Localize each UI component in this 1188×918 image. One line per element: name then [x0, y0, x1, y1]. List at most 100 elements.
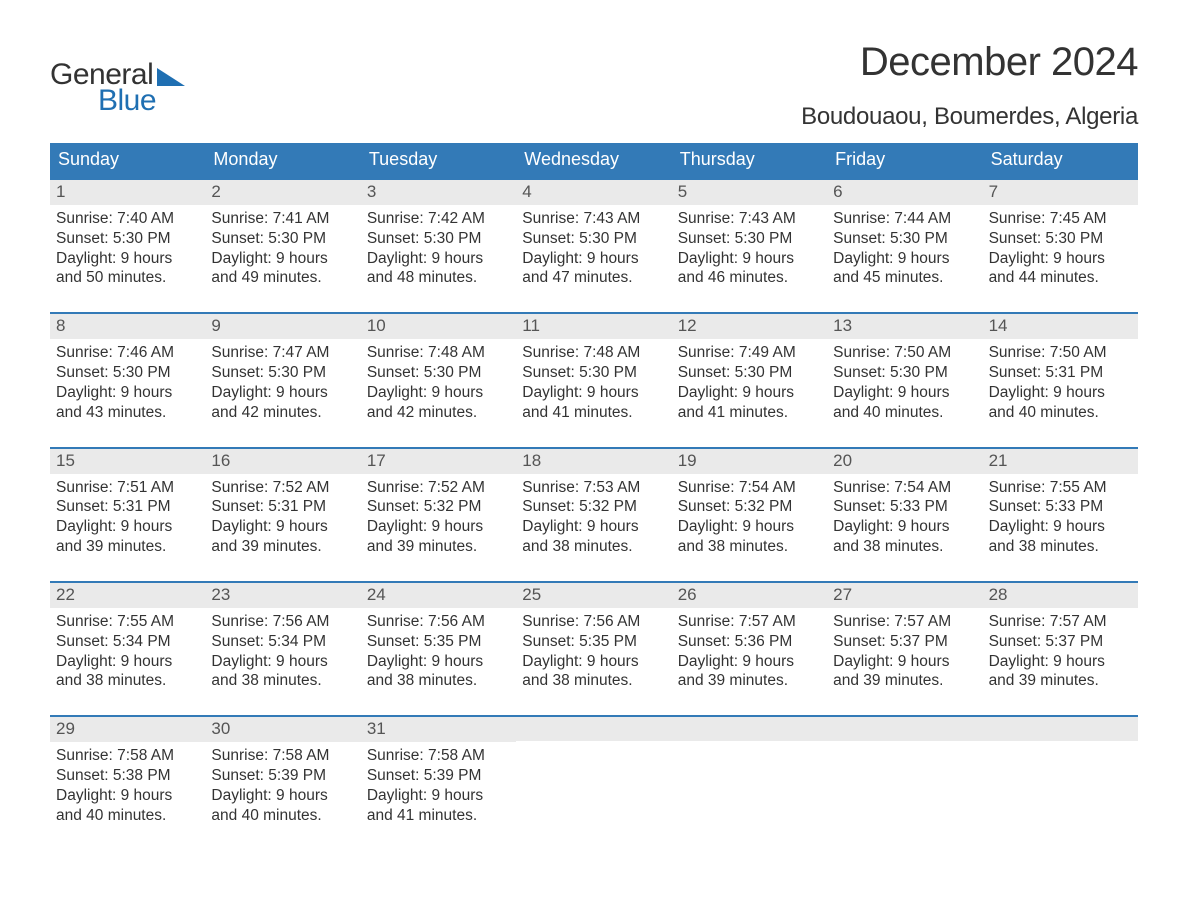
day-details: Sunrise: 7:55 AMSunset: 5:34 PMDaylight:… [50, 608, 205, 697]
daylight-line-1: Daylight: 9 hours [989, 517, 1132, 537]
sunset-line: Sunset: 5:30 PM [367, 229, 510, 249]
daylight-line-1: Daylight: 9 hours [522, 383, 665, 403]
calendar-day-cell: 7Sunrise: 7:45 AMSunset: 5:30 PMDaylight… [983, 180, 1138, 294]
day-number: 3 [361, 180, 516, 205]
day-details: Sunrise: 7:45 AMSunset: 5:30 PMDaylight:… [983, 205, 1138, 294]
day-number: 12 [672, 314, 827, 339]
sunrise-line: Sunrise: 7:42 AM [367, 209, 510, 229]
sunrise-line: Sunrise: 7:49 AM [678, 343, 821, 363]
day-details: Sunrise: 7:43 AMSunset: 5:30 PMDaylight:… [672, 205, 827, 294]
daylight-line-2: and 39 minutes. [367, 537, 510, 557]
daylight-line-1: Daylight: 9 hours [56, 383, 199, 403]
sunrise-line: Sunrise: 7:43 AM [522, 209, 665, 229]
calendar-day-cell [516, 717, 671, 831]
daylight-line-1: Daylight: 9 hours [211, 517, 354, 537]
daylight-line-2: and 42 minutes. [211, 403, 354, 423]
day-number: 7 [983, 180, 1138, 205]
sunset-line: Sunset: 5:31 PM [989, 363, 1132, 383]
daylight-line-2: and 39 minutes. [56, 537, 199, 557]
day-number-empty [983, 717, 1138, 741]
header: General Blue December 2024 Boudouaou, Bo… [50, 40, 1138, 131]
daylight-line-1: Daylight: 9 hours [989, 383, 1132, 403]
daylight-line-1: Daylight: 9 hours [56, 249, 199, 269]
daylight-line-1: Daylight: 9 hours [833, 249, 976, 269]
calendar-day-cell: 5Sunrise: 7:43 AMSunset: 5:30 PMDaylight… [672, 180, 827, 294]
calendar-day-cell: 8Sunrise: 7:46 AMSunset: 5:30 PMDaylight… [50, 314, 205, 428]
sunset-line: Sunset: 5:30 PM [211, 363, 354, 383]
calendar-week: 29Sunrise: 7:58 AMSunset: 5:38 PMDayligh… [50, 715, 1138, 831]
calendar: Sunday Monday Tuesday Wednesday Thursday… [50, 143, 1138, 832]
title-block: December 2024 Boudouaou, Boumerdes, Alge… [801, 40, 1138, 131]
daylight-line-1: Daylight: 9 hours [367, 249, 510, 269]
day-number: 13 [827, 314, 982, 339]
calendar-day-cell: 19Sunrise: 7:54 AMSunset: 5:32 PMDayligh… [672, 449, 827, 563]
sunset-line: Sunset: 5:30 PM [678, 229, 821, 249]
day-details: Sunrise: 7:56 AMSunset: 5:35 PMDaylight:… [516, 608, 671, 697]
daylight-line-2: and 47 minutes. [522, 268, 665, 288]
sunrise-line: Sunrise: 7:57 AM [678, 612, 821, 632]
day-details: Sunrise: 7:58 AMSunset: 5:39 PMDaylight:… [205, 742, 360, 831]
day-number: 17 [361, 449, 516, 474]
day-number: 30 [205, 717, 360, 742]
day-number: 25 [516, 583, 671, 608]
sunrise-line: Sunrise: 7:57 AM [833, 612, 976, 632]
daylight-line-1: Daylight: 9 hours [211, 786, 354, 806]
day-details: Sunrise: 7:56 AMSunset: 5:34 PMDaylight:… [205, 608, 360, 697]
day-details: Sunrise: 7:55 AMSunset: 5:33 PMDaylight:… [983, 474, 1138, 563]
day-number-empty [827, 717, 982, 741]
weekday-header: Thursday [672, 143, 827, 178]
sunset-line: Sunset: 5:37 PM [989, 632, 1132, 652]
sunrise-line: Sunrise: 7:43 AM [678, 209, 821, 229]
daylight-line-1: Daylight: 9 hours [989, 652, 1132, 672]
sunset-line: Sunset: 5:30 PM [678, 363, 821, 383]
day-details: Sunrise: 7:58 AMSunset: 5:39 PMDaylight:… [361, 742, 516, 831]
calendar-day-cell: 24Sunrise: 7:56 AMSunset: 5:35 PMDayligh… [361, 583, 516, 697]
day-number: 18 [516, 449, 671, 474]
calendar-day-cell [672, 717, 827, 831]
sunset-line: Sunset: 5:33 PM [989, 497, 1132, 517]
day-number: 11 [516, 314, 671, 339]
weekday-header: Tuesday [361, 143, 516, 178]
calendar-day-cell: 29Sunrise: 7:58 AMSunset: 5:38 PMDayligh… [50, 717, 205, 831]
sunrise-line: Sunrise: 7:54 AM [678, 478, 821, 498]
daylight-line-2: and 43 minutes. [56, 403, 199, 423]
day-details: Sunrise: 7:51 AMSunset: 5:31 PMDaylight:… [50, 474, 205, 563]
day-details: Sunrise: 7:54 AMSunset: 5:32 PMDaylight:… [672, 474, 827, 563]
sunrise-line: Sunrise: 7:53 AM [522, 478, 665, 498]
daylight-line-2: and 50 minutes. [56, 268, 199, 288]
day-details: Sunrise: 7:56 AMSunset: 5:35 PMDaylight:… [361, 608, 516, 697]
day-number: 1 [50, 180, 205, 205]
day-number: 22 [50, 583, 205, 608]
daylight-line-2: and 45 minutes. [833, 268, 976, 288]
sunrise-line: Sunrise: 7:41 AM [211, 209, 354, 229]
sunset-line: Sunset: 5:39 PM [367, 766, 510, 786]
calendar-day-cell: 4Sunrise: 7:43 AMSunset: 5:30 PMDaylight… [516, 180, 671, 294]
daylight-line-2: and 38 minutes. [211, 671, 354, 691]
day-number: 28 [983, 583, 1138, 608]
daylight-line-2: and 38 minutes. [522, 671, 665, 691]
calendar-day-cell: 14Sunrise: 7:50 AMSunset: 5:31 PMDayligh… [983, 314, 1138, 428]
daylight-line-2: and 44 minutes. [989, 268, 1132, 288]
calendar-day-cell: 23Sunrise: 7:56 AMSunset: 5:34 PMDayligh… [205, 583, 360, 697]
day-details: Sunrise: 7:58 AMSunset: 5:38 PMDaylight:… [50, 742, 205, 831]
day-number: 23 [205, 583, 360, 608]
sunset-line: Sunset: 5:38 PM [56, 766, 199, 786]
weekday-header: Monday [205, 143, 360, 178]
sunset-line: Sunset: 5:36 PM [678, 632, 821, 652]
sunset-line: Sunset: 5:31 PM [211, 497, 354, 517]
sunset-line: Sunset: 5:31 PM [56, 497, 199, 517]
day-number: 20 [827, 449, 982, 474]
calendar-day-cell: 17Sunrise: 7:52 AMSunset: 5:32 PMDayligh… [361, 449, 516, 563]
sunrise-line: Sunrise: 7:56 AM [367, 612, 510, 632]
day-details: Sunrise: 7:53 AMSunset: 5:32 PMDaylight:… [516, 474, 671, 563]
sunset-line: Sunset: 5:35 PM [367, 632, 510, 652]
daylight-line-1: Daylight: 9 hours [678, 517, 821, 537]
day-details: Sunrise: 7:50 AMSunset: 5:31 PMDaylight:… [983, 339, 1138, 428]
day-number: 16 [205, 449, 360, 474]
day-details: Sunrise: 7:57 AMSunset: 5:37 PMDaylight:… [827, 608, 982, 697]
sunset-line: Sunset: 5:30 PM [56, 363, 199, 383]
sunrise-line: Sunrise: 7:58 AM [211, 746, 354, 766]
calendar-day-cell: 3 Sunrise: 7:42 AMSunset: 5:30 PMDaylight… [361, 180, 516, 294]
daylight-line-1: Daylight: 9 hours [56, 517, 199, 537]
daylight-line-2: and 40 minutes. [989, 403, 1132, 423]
